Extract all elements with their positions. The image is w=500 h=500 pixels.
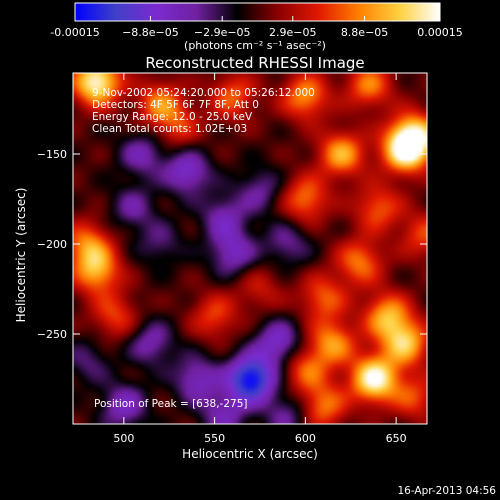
colorbar-ticks: -0.00015 −8.8e−05 −2.9e−05 2.9e−05 8.8e−05 0.… [50,16,463,39]
x-tick-label: 600 [295,432,316,445]
colorbar-tick-label: 8.8e−05 [341,26,388,39]
plot-frame [72,72,428,425]
x-axis-label: Heliocentric X (arcsec) [182,447,318,461]
x-axis-ticks: 500 550 600 650 [113,73,407,445]
y-axis-ticks: −150 −200 −250 [37,148,427,341]
colorbar-tick-label: -0.00015 [50,26,99,39]
y-axis-label: Heliocentric Y (arcsec) [14,188,28,323]
colorbar-tick-label: 2.9e−05 [269,26,316,39]
peak-position-label: Position of Peak = [638,-275] [94,398,248,410]
chart-title: Reconstructed RHESSI Image [145,54,364,72]
annotation-time-range: 9-Nov-2002 05:24:20.000 to 05:26:12.000 [92,87,315,99]
x-tick-label: 650 [386,432,407,445]
x-tick-label: 550 [204,432,225,445]
colorbar-tick-label: −2.9e−05 [194,26,251,39]
x-tick-label: 500 [113,432,134,445]
annotation-energy-range: Energy Range: 12.0 - 25.0 keV [92,111,253,123]
colorbar-tick-label: 0.00015 [417,26,463,39]
footer-timestamp: 16-Apr-2013 04:56 [397,485,496,497]
colorbar-tick-label: −8.8e−05 [122,26,179,39]
heatmap-image [73,73,427,424]
annotation-detectors: Detectors: 4F 5F 6F 7F 8F, Att 0 [92,99,259,111]
annotation-block: 9-Nov-2002 05:24:20.000 to 05:26:12.000 … [92,87,315,135]
y-tick-label: −150 [37,148,67,161]
annotation-clean-counts: Clean Total counts: 1.02E+03 [92,123,247,135]
colorbar [74,2,441,22]
colorbar-unit-label: (photons cm⁻² s⁻¹ asec⁻²) [184,39,326,52]
y-tick-label: −200 [37,238,67,251]
y-tick-label: −250 [37,328,67,341]
